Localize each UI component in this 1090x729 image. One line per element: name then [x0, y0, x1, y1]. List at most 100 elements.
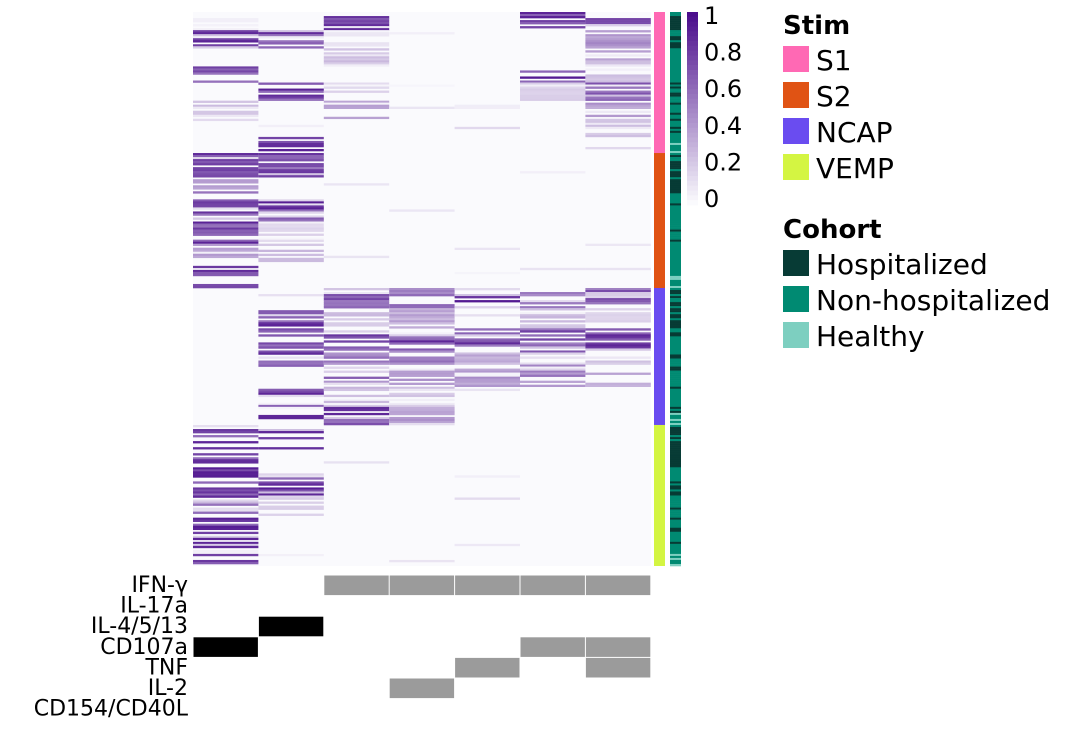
cohort-cell — [670, 70, 681, 73]
cohort-cell — [670, 161, 681, 164]
heatmap-cell — [193, 487, 259, 490]
heatmap-cell — [585, 132, 651, 136]
heatmap-cell — [323, 82, 390, 85]
heatmap-cell — [193, 217, 259, 220]
cohort-cell — [670, 342, 681, 345]
heatmap-cell — [520, 26, 586, 29]
heatmap-cell — [454, 306, 520, 309]
heatmap-cell — [389, 292, 455, 295]
heatmap-cell — [258, 392, 324, 396]
colorbar-step — [687, 118, 698, 124]
heatmap-cell — [193, 499, 259, 502]
cohort-cell — [670, 213, 681, 216]
cohort-cell — [670, 499, 681, 502]
cohort-cell — [670, 171, 681, 174]
colorbar-step — [687, 147, 698, 153]
colorbar-step — [687, 127, 698, 134]
cytokine-row-label: IL-17a — [120, 594, 188, 619]
cohort-cell — [670, 457, 681, 460]
heatmap-cell — [258, 312, 324, 315]
heatmap-cell — [389, 392, 455, 396]
heatmap-cell — [193, 471, 259, 474]
cohort-cell — [670, 445, 681, 448]
cohort-cell — [670, 215, 681, 218]
cohort-cell — [670, 118, 681, 122]
heatmap-cell — [585, 302, 651, 305]
heatmap-cell — [193, 173, 259, 176]
heatmap-cell — [258, 475, 324, 478]
heatmap-cell — [585, 96, 651, 99]
heatmap-cell — [585, 348, 651, 351]
heatmap-cell — [323, 304, 390, 307]
heatmap-cell — [193, 231, 259, 234]
heatmap-cell — [585, 346, 651, 349]
heatmap-cell — [193, 447, 259, 450]
colorbar-tick-label: 0.6 — [704, 75, 742, 103]
cohort-cell — [670, 559, 681, 563]
colorbar-tick-label: 0 — [704, 185, 719, 213]
cohort-cell — [670, 336, 681, 339]
heatmap-cell — [323, 346, 390, 349]
cytokine-row-label: TNF — [144, 655, 188, 680]
cohort-cell — [670, 120, 681, 124]
heatmap-cell — [193, 511, 259, 514]
heatmap-cell — [323, 48, 390, 51]
heatmap-cell — [323, 348, 390, 351]
heatmap-cell — [258, 175, 324, 178]
heatmap-cell — [454, 497, 520, 500]
cohort-cell — [670, 483, 681, 486]
heatmap-cell — [193, 249, 259, 253]
heatmap-cell — [585, 60, 651, 63]
heatmap-cell — [323, 116, 390, 120]
cohort-cell — [670, 195, 681, 198]
heatmap-cell — [323, 58, 390, 61]
heatmap-cell — [585, 267, 651, 271]
heatmap-cell — [258, 237, 324, 240]
colorbar-tick-label: 0.8 — [704, 39, 742, 67]
cohort-cell — [670, 24, 681, 27]
heatmap-cell — [323, 388, 390, 392]
cohort-cell — [670, 477, 681, 480]
stim-segment-vemp — [654, 424, 665, 566]
heatmap-cell — [585, 110, 651, 114]
heatmap-cell — [258, 364, 324, 367]
heatmap-cell — [585, 114, 651, 118]
legend-entry-label: S1 — [816, 44, 852, 77]
cohort-cell — [670, 275, 681, 279]
heatmap-cell — [193, 36, 259, 39]
cohort-cell — [670, 515, 681, 518]
heatmap-cell — [258, 314, 324, 317]
heatmap-cell — [323, 380, 390, 383]
heatmap-cell — [585, 300, 651, 303]
heatmap-cell — [323, 352, 390, 355]
cohort-cell — [670, 463, 681, 466]
heatmap-cell — [258, 406, 324, 410]
cohort-cell — [670, 547, 681, 551]
heatmap-cell — [193, 112, 259, 116]
heatmap-cell — [454, 475, 520, 478]
cohort-annotation-bar — [670, 12, 681, 567]
heatmap-cell — [323, 394, 390, 398]
cohort-cell — [670, 465, 681, 468]
cohort-cell — [670, 408, 681, 412]
heatmap-cell — [258, 233, 324, 236]
heatmap-cell — [585, 146, 651, 150]
heatmap-cell — [258, 165, 324, 168]
heatmap-cell — [323, 360, 390, 363]
cohort-cell — [670, 18, 681, 21]
heatmap-cell — [323, 422, 390, 426]
cytokine-cell — [585, 657, 651, 678]
heatmap-cell — [585, 64, 651, 67]
cytokine-indicator-grid: IFN-γIL-17aIL-4/5/13CD107aTNFIL-2CD154/C… — [34, 573, 651, 722]
cohort-cell — [670, 294, 681, 297]
heatmap-cell — [520, 344, 586, 347]
colorbar-step — [687, 16, 698, 23]
colorbar-step — [687, 108, 698, 114]
cohort-cell — [670, 346, 681, 349]
cohort-cell — [670, 60, 681, 63]
heatmap-cell — [258, 352, 324, 355]
cohort-cell — [670, 306, 681, 309]
heatmap-cell — [258, 342, 324, 345]
heatmap-cell — [520, 370, 586, 373]
cohort-cell — [670, 368, 681, 371]
